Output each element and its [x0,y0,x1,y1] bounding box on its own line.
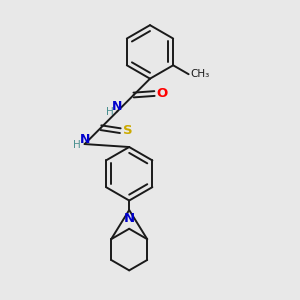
Text: N: N [112,100,122,113]
Text: CH₃: CH₃ [190,69,210,79]
Text: N: N [124,212,135,224]
Text: H: H [106,107,114,117]
Text: N: N [80,133,90,146]
Text: H: H [73,140,81,150]
Text: S: S [123,124,132,137]
Text: O: O [157,87,168,100]
